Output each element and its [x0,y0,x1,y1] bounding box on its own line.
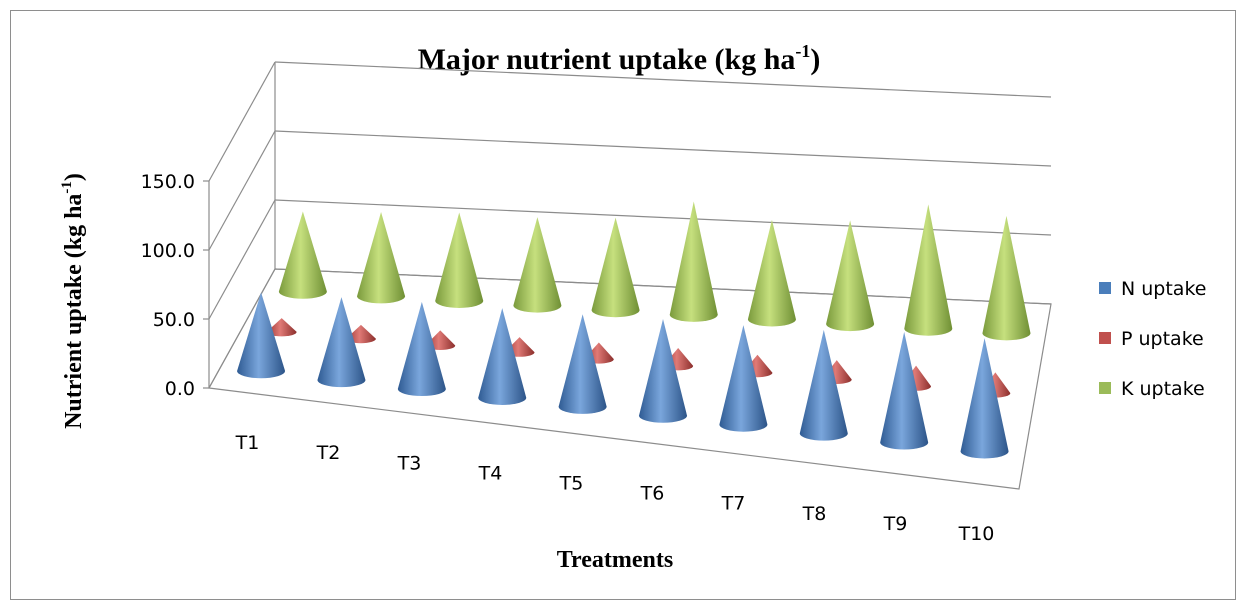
grid-line-left [208,199,276,320]
cone-k-uptake-t1 [278,211,327,299]
cone-n-uptake-t4 [478,308,527,405]
cone-n-uptake-t3 [397,301,446,397]
cone-body [266,318,297,337]
cone-n-uptake-t2 [317,297,366,388]
x-tick-label: T2 [316,442,341,464]
x-tick-labels: T1 T2 T3 T4 T5 T6 T7 T8 T9 T10 [235,432,995,545]
x-tick-label: T6 [640,483,665,505]
grid-line-left [208,268,276,389]
y-axis-title: Nutrient uptake (kg ha-1) [59,173,87,429]
legend-swatch [1099,332,1111,344]
y-axis-title-group: Nutrient uptake (kg ha-1) [59,173,87,429]
legend-item-k-uptake: K uptake [1099,378,1205,400]
chart-title: Major nutrient uptake (kg ha-1) [418,41,821,76]
y-axis-title-superscript: -1 [59,181,75,194]
grid-line-back [274,199,1052,236]
cone-n-uptake-t10 [960,338,1009,459]
cone-body [237,292,286,379]
chart-svg: Major nutrient uptake (kg ha-1) Nutrient… [59,41,1206,573]
grid-line-back [274,130,1052,167]
legend-label: P uptake [1121,328,1204,350]
cone-k-uptake-t4 [513,217,562,313]
cone-n-uptake-t5 [558,314,607,414]
grid-line-left [208,61,276,182]
chart-title-close: ) [810,43,820,76]
cone-body [317,297,366,388]
chart-frame: Major nutrient uptake (kg ha-1) Nutrient… [10,10,1236,600]
cone-body [826,220,875,332]
cone-k-uptake-t8 [826,220,875,332]
cone-n-uptake-t7 [719,325,768,432]
chart-title-superscript: -1 [795,41,810,61]
cone-k-uptake-t10 [982,215,1031,341]
cone-body [880,331,929,450]
plot-area [237,201,1031,459]
cone-k-uptake-t7 [747,219,796,327]
x-tick-label: T9 [883,513,908,535]
grid-line-left [208,130,276,251]
legend-label: K uptake [1121,378,1205,400]
cone-body [669,201,718,322]
cone-body [478,308,527,405]
cone-body [747,219,796,327]
cone-body [719,325,768,432]
x-tick-label: T7 [721,493,746,515]
cone-n-uptake-t8 [799,329,848,441]
x-tick-label: T4 [478,462,503,484]
x-tick-label: T10 [958,523,995,545]
cone-p-uptake-t1 [266,318,297,337]
cone-body [435,212,484,308]
x-tick-label: T3 [397,452,422,474]
cone-body [591,217,640,318]
grid-line-back [274,61,1052,98]
legend-item-p-uptake: P uptake [1099,328,1204,350]
cone-body [357,211,406,304]
cone-n-uptake-t1 [237,292,286,379]
y-axis-title-close: ) [61,173,87,181]
cone-body [513,217,562,313]
x-tick-label: T5 [559,472,584,494]
cone-body [960,338,1009,459]
y-tick-label: 150.0 [141,171,195,193]
cone-body [982,215,1031,341]
y-tick-labels: 0.0 50.0 100.0 150.0 [141,171,195,400]
legend-swatch [1099,382,1111,394]
cone-body [639,318,688,423]
y-tick-label: 50.0 [153,309,195,331]
cone-k-uptake-t6 [669,201,718,322]
cone-body [278,211,327,299]
cone-k-uptake-t3 [435,212,484,308]
cone-body [904,204,953,336]
cone-k-uptake-t2 [357,211,406,304]
x-axis-title: Treatments [557,547,673,573]
cone-n-uptake-t9 [880,331,929,450]
legend-swatch [1099,282,1111,294]
cone-n-uptake-t6 [639,318,688,423]
x-tick-label: T1 [235,432,260,454]
legend-label: N uptake [1121,278,1206,300]
y-tick-label: 100.0 [141,240,195,262]
x-tick-label: T8 [802,503,827,525]
legend-item-n-uptake: N uptake [1099,278,1206,300]
cone-body [558,314,607,414]
cone-body [397,301,446,397]
cone-k-uptake-t5 [591,217,640,318]
legend: N uptake P uptake K uptake [1099,278,1206,400]
cone-body [799,329,848,441]
y-tick-label: 0.0 [165,378,195,400]
cone-k-uptake-t9 [904,204,953,336]
